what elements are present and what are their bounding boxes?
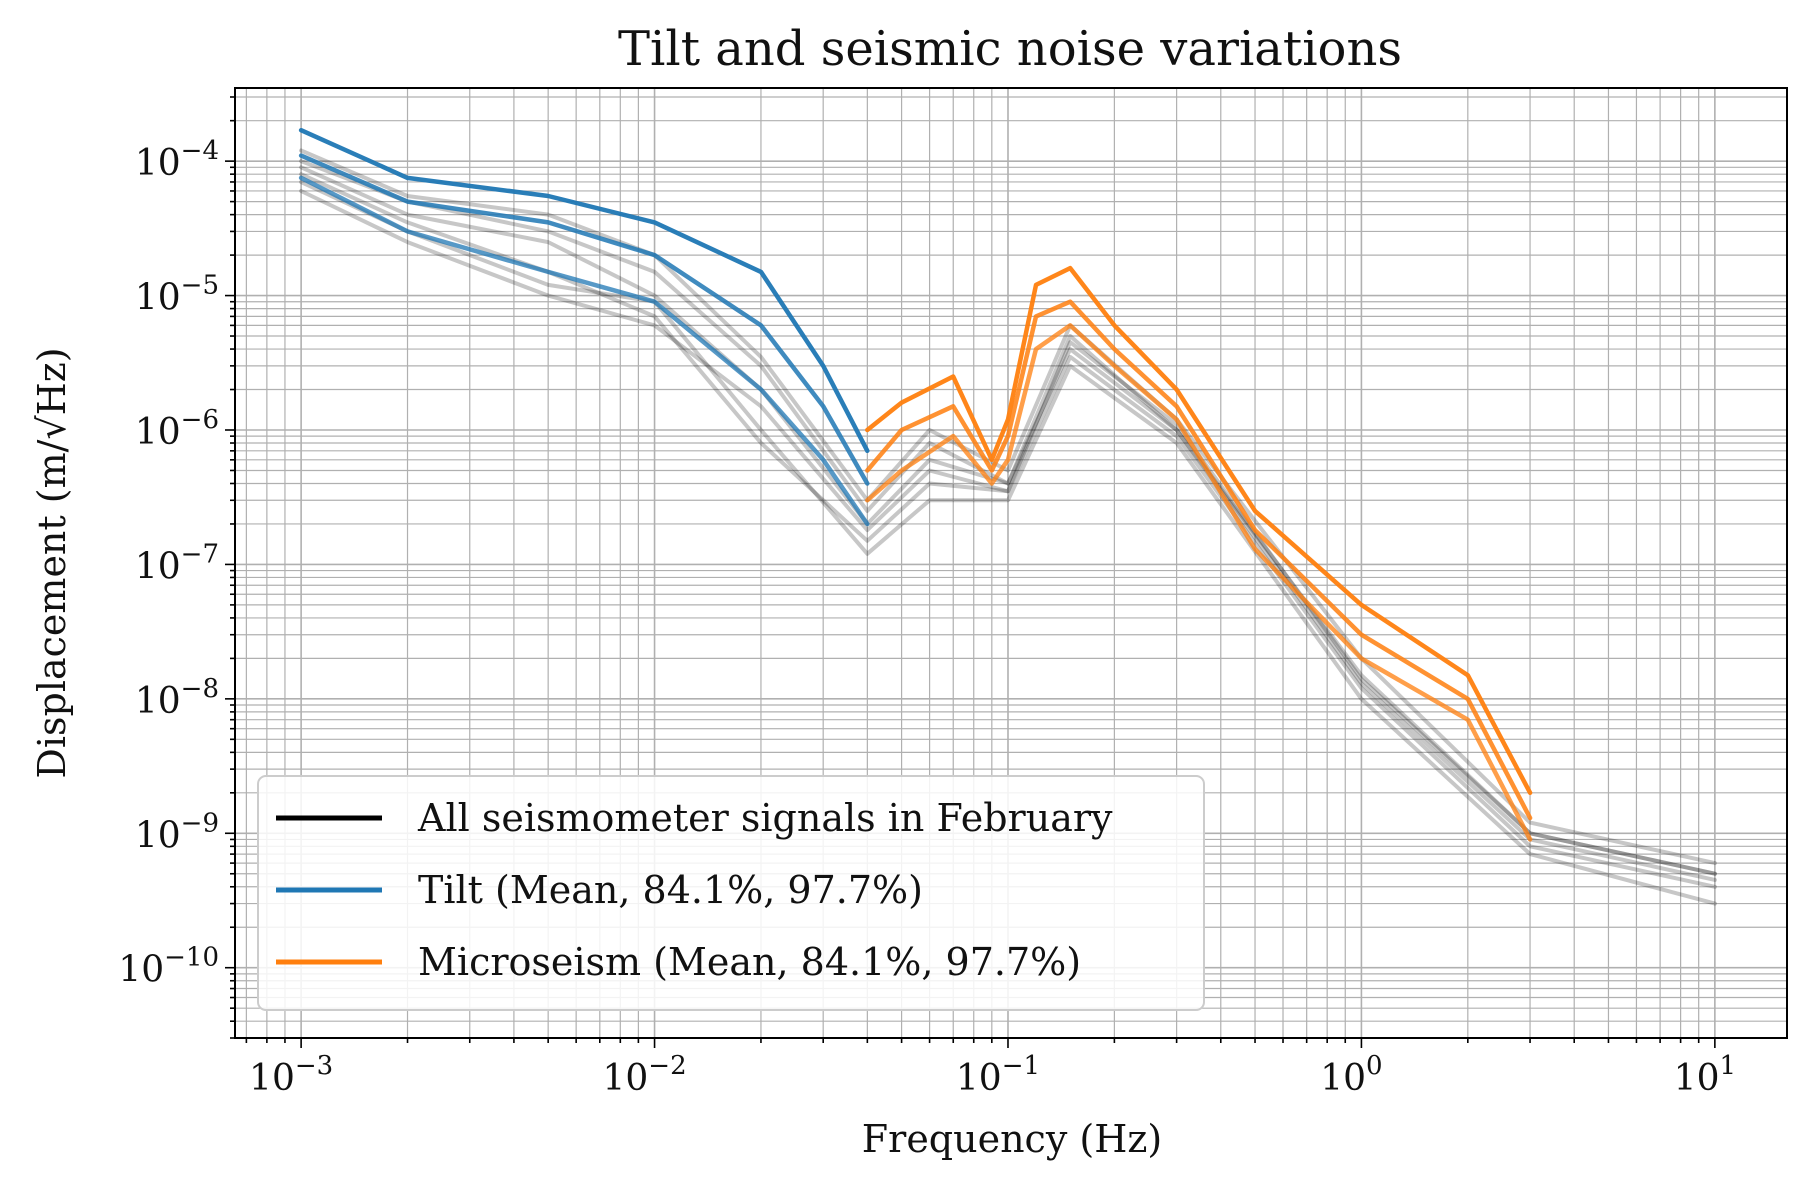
microseism-series-line xyxy=(865,299,1533,821)
y-axis-label: Displacement (m/√Hz) xyxy=(30,347,74,778)
legend-label: Tilt (Mean, 84.1%, 97.7%) xyxy=(418,868,923,912)
axis-ticks: 10−3 10−2 10−1 100 101 10−4 10−5 10−6 10−7 10−8 10… xyxy=(118,96,1736,1099)
tilt-series-line xyxy=(298,127,870,454)
legend-box xyxy=(257,775,1205,1011)
x-tick-label: 101 xyxy=(1674,1051,1736,1099)
legend-label: Microseism (Mean, 84.1%, 97.7%) xyxy=(418,940,1081,984)
seismometer-series-line xyxy=(299,159,1717,876)
y-tick-label: 10−4 xyxy=(135,136,219,184)
legend-label: All seismometer signals in February xyxy=(417,796,1113,840)
x-tick-label: 10−2 xyxy=(602,1051,686,1099)
microseism-series-line xyxy=(865,323,1533,842)
seismometer-series-line xyxy=(299,165,1717,882)
tilt-series-line xyxy=(298,153,870,486)
y-tick-label: 10−6 xyxy=(135,405,219,453)
x-tick-label: 100 xyxy=(1320,1051,1382,1099)
y-tick-label: 10−7 xyxy=(135,539,219,587)
y-tick-label: 10−8 xyxy=(135,674,219,722)
series-layer xyxy=(298,127,1717,906)
y-tick-label: 10−9 xyxy=(135,808,219,856)
x-axis-label: Frequency (Hz) xyxy=(862,1117,1162,1161)
chart-title: Tilt and seismic noise variations xyxy=(618,21,1402,77)
plot-frame xyxy=(234,87,1788,1039)
seismometer-series-line xyxy=(299,189,1717,876)
y-tick-label: 10−10 xyxy=(118,943,219,991)
tilt-series-line xyxy=(298,175,870,527)
x-tick-label: 10−3 xyxy=(249,1051,333,1099)
x-tick-label: 10−1 xyxy=(956,1051,1040,1099)
chart-legend: All seismometer signals in February Tilt … xyxy=(257,775,1205,1011)
y-tick-label: 10−5 xyxy=(135,271,219,319)
seismometer-series-line xyxy=(299,180,1717,906)
microseism-series-line xyxy=(865,265,1533,796)
